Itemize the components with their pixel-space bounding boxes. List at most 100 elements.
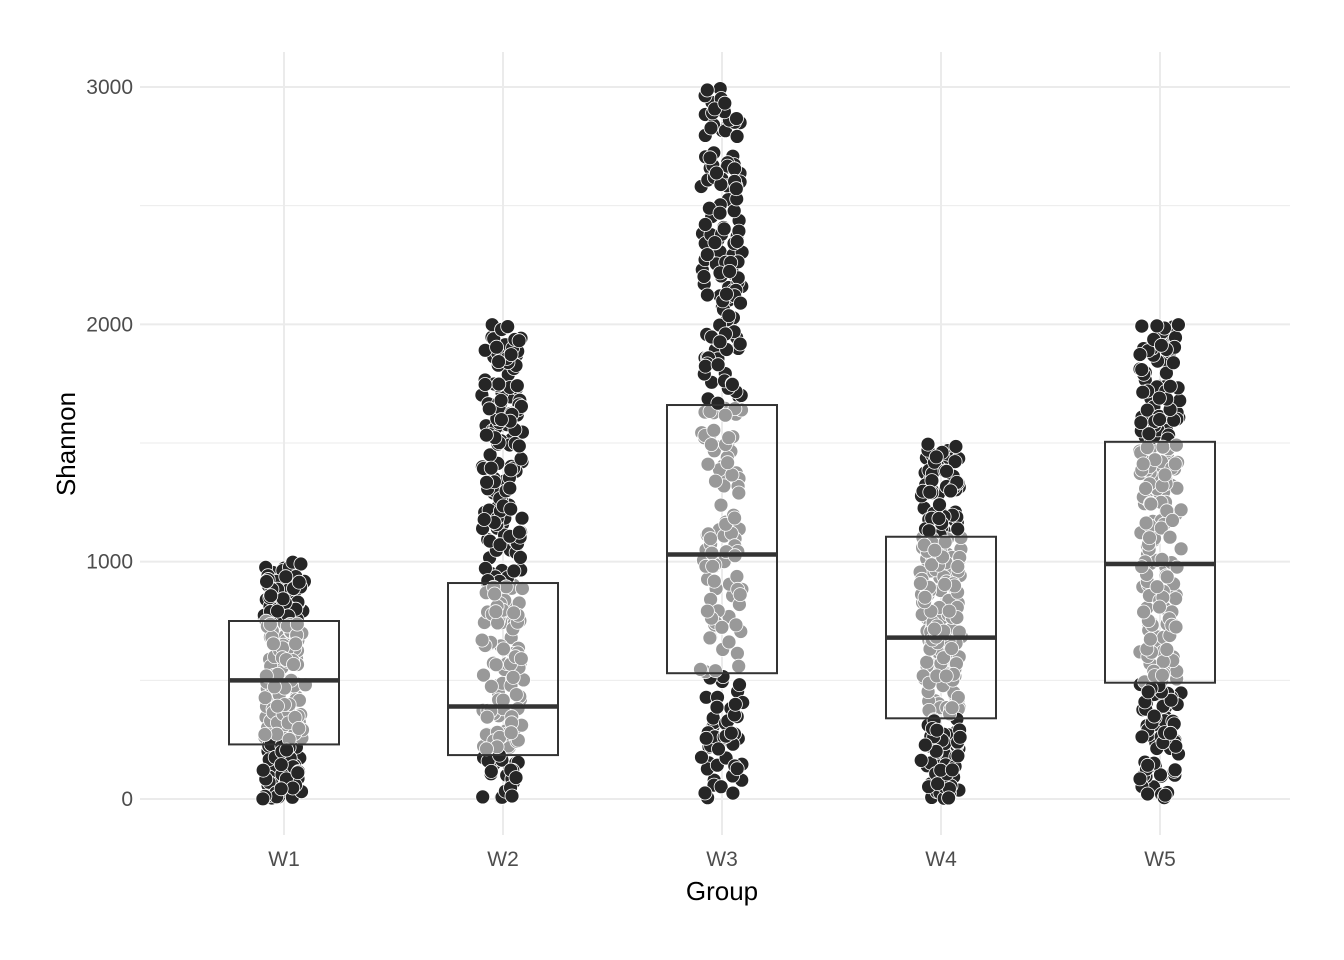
data-point bbox=[474, 632, 490, 648]
data-point bbox=[1168, 619, 1184, 635]
data-point bbox=[703, 120, 719, 136]
data-point bbox=[728, 617, 744, 633]
data-point bbox=[479, 474, 495, 490]
data-point bbox=[1143, 631, 1158, 647]
data-point bbox=[917, 737, 933, 753]
data-point bbox=[948, 439, 964, 454]
data-point bbox=[288, 636, 304, 652]
data-point bbox=[941, 790, 956, 806]
data-point bbox=[1163, 692, 1179, 708]
data-point bbox=[732, 336, 748, 352]
data-point bbox=[1159, 569, 1175, 585]
data-point bbox=[1157, 467, 1173, 483]
data-point bbox=[1146, 708, 1162, 724]
data-point bbox=[944, 700, 960, 716]
data-point bbox=[273, 781, 289, 797]
x-axis-ticks: W1 W2 W3 W4 W5 bbox=[268, 848, 1176, 871]
data-point bbox=[513, 550, 528, 565]
data-point bbox=[278, 569, 294, 585]
data-point bbox=[503, 501, 519, 517]
data-point bbox=[704, 437, 719, 453]
data-point bbox=[257, 690, 273, 706]
data-point bbox=[488, 604, 504, 620]
data-point bbox=[286, 657, 301, 672]
data-point bbox=[725, 785, 741, 801]
data-point bbox=[1157, 787, 1173, 803]
y-tick-label: 3000 bbox=[86, 76, 133, 99]
data-point bbox=[1171, 317, 1186, 333]
data-point bbox=[263, 588, 279, 604]
data-point bbox=[270, 603, 285, 619]
data-point bbox=[725, 376, 740, 392]
data-point bbox=[950, 559, 966, 574]
data-point bbox=[727, 161, 742, 177]
data-point bbox=[723, 725, 739, 741]
data-point bbox=[924, 557, 939, 573]
data-point bbox=[708, 473, 723, 489]
data-point bbox=[702, 150, 718, 166]
data-point bbox=[491, 354, 507, 370]
data-point bbox=[921, 523, 937, 539]
y-tick-label: 0 bbox=[121, 788, 133, 811]
data-point bbox=[476, 512, 492, 527]
data-point bbox=[731, 658, 747, 674]
data-point bbox=[476, 667, 491, 683]
data-point bbox=[708, 663, 723, 679]
data-point bbox=[1153, 520, 1169, 536]
data-point bbox=[913, 576, 928, 591]
data-point bbox=[1165, 513, 1180, 528]
data-point bbox=[512, 524, 527, 540]
x-tick-label: W2 bbox=[487, 848, 519, 871]
data-point bbox=[1140, 684, 1156, 700]
data-point bbox=[1140, 786, 1155, 802]
data-point bbox=[729, 111, 744, 126]
data-point bbox=[487, 586, 503, 602]
data-point bbox=[1163, 725, 1178, 741]
data-point bbox=[1149, 318, 1165, 334]
data-point bbox=[937, 577, 953, 592]
data-point bbox=[698, 358, 713, 374]
data-point bbox=[515, 581, 530, 596]
data-point bbox=[931, 511, 947, 526]
data-point bbox=[928, 743, 944, 759]
data-point bbox=[1143, 496, 1159, 512]
data-point bbox=[270, 698, 285, 714]
data-point bbox=[696, 269, 712, 284]
data-point bbox=[700, 456, 716, 472]
data-point bbox=[493, 392, 509, 408]
data-point bbox=[255, 791, 271, 807]
data-point bbox=[1166, 355, 1181, 371]
data-point bbox=[492, 537, 508, 553]
data-point bbox=[279, 742, 295, 758]
data-point bbox=[511, 333, 527, 349]
data-point bbox=[488, 657, 504, 673]
data-point bbox=[928, 449, 944, 465]
data-point bbox=[927, 621, 942, 637]
box-w4 bbox=[885, 535, 997, 720]
data-point bbox=[496, 641, 511, 657]
data-point bbox=[489, 339, 505, 355]
data-point bbox=[939, 463, 954, 479]
data-point bbox=[920, 436, 936, 452]
x-tick-label: W1 bbox=[268, 848, 300, 871]
data-point bbox=[705, 558, 720, 574]
y-tick-label: 1000 bbox=[86, 551, 133, 574]
data-point bbox=[727, 510, 742, 526]
data-point bbox=[481, 401, 497, 417]
data-point bbox=[1135, 384, 1151, 400]
data-point bbox=[697, 785, 713, 801]
data-point bbox=[478, 427, 494, 443]
data-point bbox=[262, 617, 278, 632]
jitter-points bbox=[255, 81, 1189, 807]
data-point bbox=[711, 741, 726, 757]
data-point bbox=[1152, 599, 1167, 615]
data-point bbox=[293, 556, 309, 572]
box-w3 bbox=[666, 404, 778, 675]
data-point bbox=[729, 234, 745, 249]
x-tick-label: W5 bbox=[1144, 848, 1176, 871]
data-point bbox=[1136, 604, 1151, 620]
data-point bbox=[950, 521, 966, 537]
data-point bbox=[1167, 456, 1183, 472]
data-point bbox=[475, 789, 491, 805]
data-point bbox=[508, 770, 524, 785]
